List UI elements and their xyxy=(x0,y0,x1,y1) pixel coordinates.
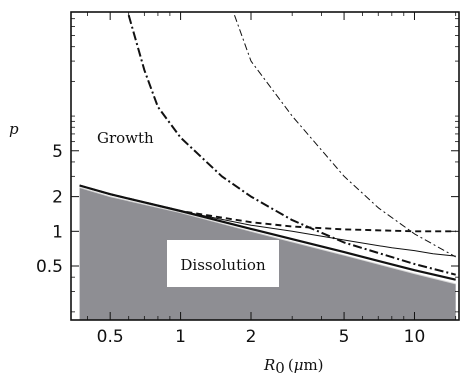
x-tick-label: 10 xyxy=(404,327,426,347)
series-line-2-solid-thin xyxy=(79,185,456,257)
x-axis-unit-mu: μ xyxy=(294,356,304,374)
x-tick-label: 0.5 xyxy=(97,327,124,347)
y-tick-label: 0.5 xyxy=(36,257,63,277)
x-axis-title-symbol: R xyxy=(263,356,275,374)
y-tick-label: 2 xyxy=(52,188,63,208)
x-axis-title: R0 (μm) xyxy=(263,356,324,376)
x-axis-unit-rest: m) xyxy=(303,356,323,374)
x-axis-unit-open: ( xyxy=(288,356,294,374)
x-tick-label: 1 xyxy=(175,327,186,347)
x-axis-title-subscript: 0 xyxy=(275,359,285,376)
series-layer xyxy=(79,14,456,281)
series-line-3-dashed xyxy=(79,184,456,233)
plot-frame xyxy=(70,11,460,321)
dissolution-annotation: Dissolution xyxy=(180,256,266,274)
y-tick-label: 1 xyxy=(52,222,63,242)
growth-annotation: Growth xyxy=(97,129,154,147)
y-axis-title: p xyxy=(9,120,19,138)
x-tick-label: 5 xyxy=(339,327,350,347)
dissolution-region-edge xyxy=(79,187,456,285)
series-line-4-dashdot-thick xyxy=(127,14,456,276)
y-tick-label: 5 xyxy=(52,142,63,162)
x-tick-label: 2 xyxy=(246,327,257,347)
ticks-layer: 0.5 1 2 5 10 0.5 1 2 5 xyxy=(36,12,459,347)
series-line-5-dashdot-thin xyxy=(234,15,456,258)
dissolution-label-box xyxy=(167,240,279,287)
